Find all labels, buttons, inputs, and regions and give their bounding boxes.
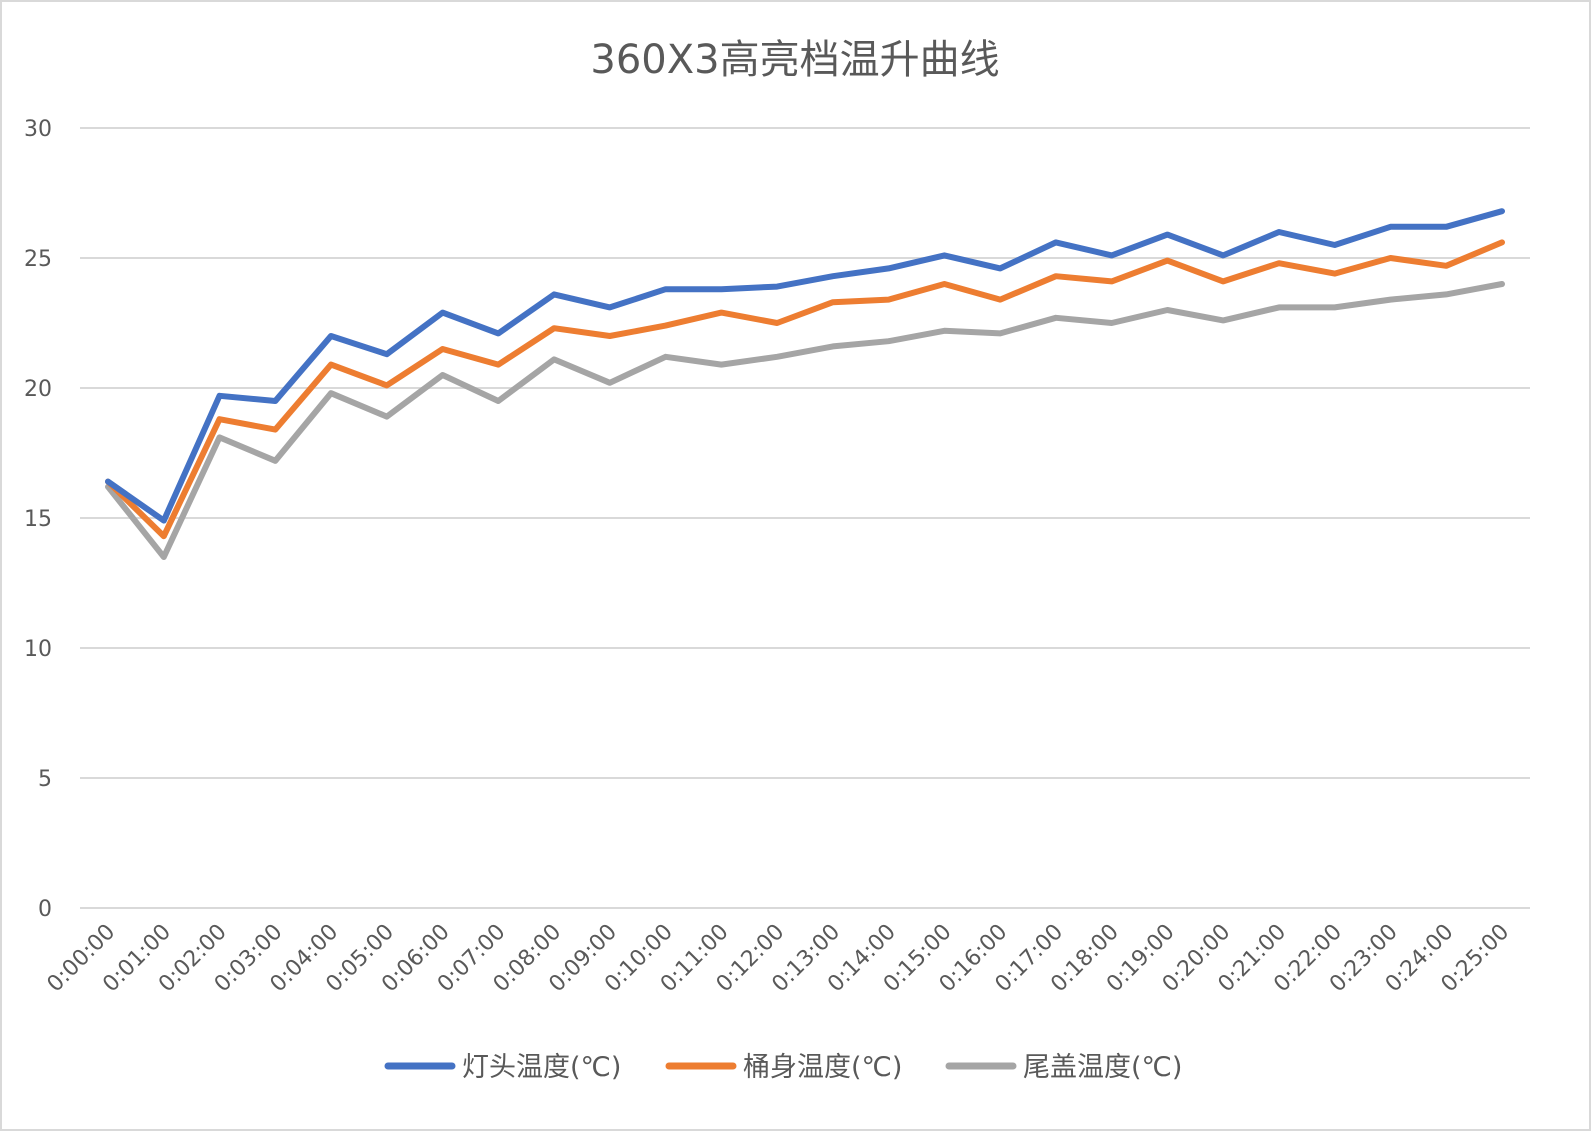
chart-title: 360X3高亮档温升曲线 (590, 37, 999, 83)
y-tick-label: 25 (24, 247, 52, 272)
y-tick-label: 30 (24, 117, 52, 142)
legend-label: 尾盖温度(℃) (1023, 1052, 1182, 1083)
y-tick-label: 5 (38, 767, 52, 792)
legend-label: 桶身温度(℃) (743, 1052, 902, 1083)
y-tick-label: 10 (24, 637, 52, 662)
series-line-2 (105, 281, 1505, 560)
legend-label: 灯头温度(℃) (462, 1052, 621, 1083)
gridlines (80, 127, 1530, 909)
legend: 灯头温度(℃) 桶身温度(℃) 尾盖温度(℃) (384, 1052, 1182, 1083)
y-tick-label: 20 (24, 377, 52, 402)
y-tick-label: 0 (38, 897, 52, 922)
y-tick-label: 15 (24, 507, 52, 532)
series-line-1 (105, 239, 1505, 540)
series-line-0 (105, 208, 1505, 524)
y-axis-tick-labels: 0 5 10 15 20 25 30 (24, 117, 52, 922)
series-lines (105, 208, 1505, 560)
